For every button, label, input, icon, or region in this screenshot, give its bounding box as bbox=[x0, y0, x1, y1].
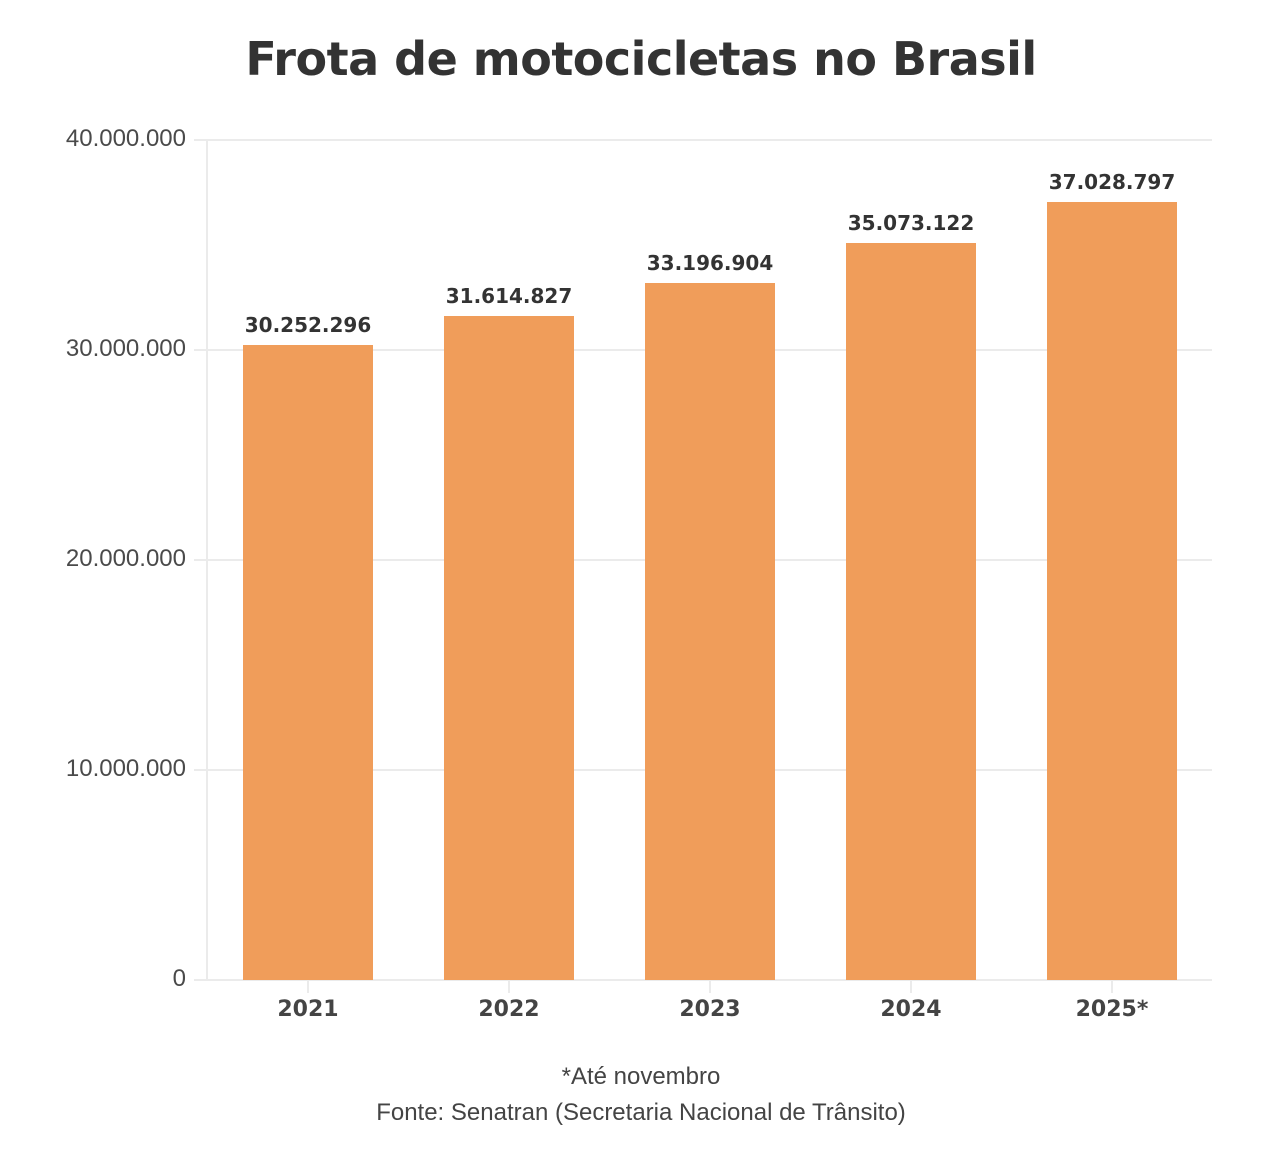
bar-2022 bbox=[444, 316, 574, 980]
source-note: Fonte: Senatran (Secretaria Nacional de … bbox=[376, 1099, 906, 1126]
y-tick-label: 0 bbox=[172, 965, 186, 992]
bar-2025 bbox=[1047, 202, 1177, 980]
x-tick bbox=[709, 981, 711, 993]
bar-value-label: 31.614.827 bbox=[445, 284, 573, 308]
x-tick-label: 2024 bbox=[880, 997, 942, 1022]
bar-2024 bbox=[846, 243, 976, 980]
bar-value-label: 37.028.797 bbox=[1048, 170, 1176, 194]
y-tick-label: 10.000.000 bbox=[65, 755, 186, 782]
chart-title: Frota de motocicletas no Brasil bbox=[245, 32, 1037, 86]
x-tick-label: 2023 bbox=[679, 997, 741, 1022]
x-tick-label: 2025* bbox=[1075, 997, 1149, 1022]
y-tick-label: 30.000.000 bbox=[65, 335, 186, 362]
bar-2021 bbox=[243, 345, 373, 980]
gridline-0 bbox=[194, 979, 1212, 981]
bar-value-label: 30.252.296 bbox=[244, 313, 372, 337]
bar-value-label: 33.196.904 bbox=[646, 251, 774, 275]
footnote: *Até novembro bbox=[561, 1063, 721, 1090]
bar-2023 bbox=[645, 283, 775, 980]
gridline-40m bbox=[194, 139, 1212, 141]
y-tick-label: 20.000.000 bbox=[65, 545, 186, 572]
y-tick-label: 40.000.000 bbox=[65, 125, 186, 152]
bar-value-label: 35.073.122 bbox=[847, 211, 975, 235]
x-tick-label: 2022 bbox=[478, 997, 540, 1022]
x-tick bbox=[1111, 981, 1113, 993]
x-tick bbox=[910, 981, 912, 993]
x-tick-label: 2021 bbox=[277, 997, 339, 1022]
x-tick bbox=[508, 981, 510, 993]
x-tick bbox=[307, 981, 309, 993]
